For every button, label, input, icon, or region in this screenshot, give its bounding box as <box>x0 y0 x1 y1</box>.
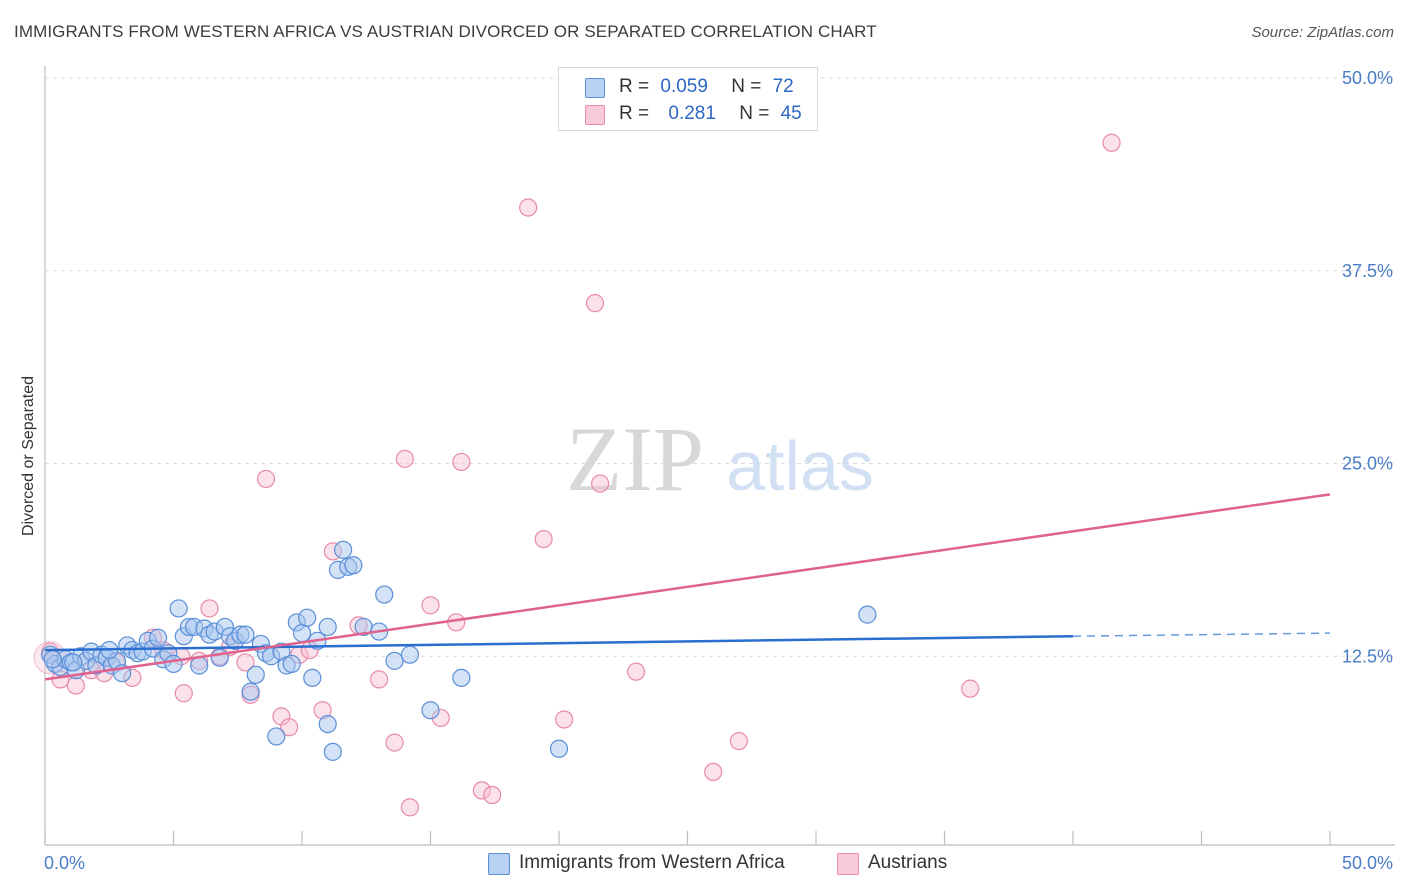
data-point-western-africa <box>344 556 363 575</box>
legend-n-value: 45 <box>780 103 802 124</box>
data-point-austrians <box>472 781 491 800</box>
data-point-austrians <box>236 653 255 672</box>
data-point-austrians <box>519 198 538 217</box>
data-point-western-africa <box>858 605 877 624</box>
x-tick-label: 50.0% <box>1342 853 1393 873</box>
tick-labels: 12.5% 25.0% 37.5% 50.0% 0.0% 50.0% <box>44 68 1393 873</box>
data-point-western-africa <box>292 624 312 643</box>
data-point-western-africa <box>148 628 168 647</box>
legend-n-label: N = <box>739 103 770 124</box>
data-point-austrians <box>370 670 389 689</box>
data-point-western-africa <box>385 651 404 670</box>
data-point-austrians <box>200 599 219 618</box>
trend-line-western-africa <box>44 634 1074 652</box>
watermark: ZIP atlas <box>566 408 874 510</box>
western-africa-points <box>41 540 877 761</box>
chart-title: IMMIGRANTS FROM WESTERN AFRICA VS AUSTRI… <box>14 22 877 41</box>
x-tick-label: 0.0% <box>44 853 85 873</box>
data-point-austrians <box>174 684 193 703</box>
axes <box>44 66 1395 846</box>
data-point-austrians <box>421 596 440 615</box>
data-point-western-africa <box>334 540 353 559</box>
data-point-western-africa <box>318 714 337 734</box>
austrians-points <box>33 133 1121 817</box>
legend-swatch-blue <box>585 78 605 98</box>
data-point-austrians <box>555 710 574 729</box>
data-point-austrians <box>704 762 723 782</box>
data-point-austrians <box>729 731 749 751</box>
data-point-austrians <box>395 449 414 468</box>
data-point-austrians <box>1102 133 1121 152</box>
trend-line-austrians <box>44 493 1331 681</box>
data-point-western-africa <box>282 654 301 674</box>
data-point-western-africa <box>64 653 83 672</box>
y-tick-label: 37.5% <box>1342 261 1393 281</box>
data-point-western-africa <box>210 648 229 667</box>
series-legend-label: Austrians <box>868 852 948 873</box>
data-point-western-africa <box>267 727 286 746</box>
correlation-legend: R = 0.059 N = 72 R = 0.281 N = 45 <box>558 67 818 131</box>
data-point-western-africa <box>190 656 209 675</box>
data-point-western-africa <box>303 668 322 687</box>
data-point-austrians <box>626 662 646 681</box>
watermark-zip: ZIP <box>566 408 704 510</box>
series-legend-label: Immigrants from Western Africa <box>519 852 785 873</box>
y-tick-label: 12.5% <box>1342 646 1393 666</box>
data-point-austrians <box>961 679 980 698</box>
data-point-western-africa <box>421 701 440 720</box>
data-point-western-africa <box>323 742 342 761</box>
legend-r-label: R = <box>619 76 650 97</box>
y-tick-label: 50.0% <box>1342 68 1393 88</box>
data-point-western-africa <box>400 645 420 664</box>
trend-lines <box>44 493 1331 681</box>
data-point-austrians <box>385 733 404 752</box>
data-point-austrians <box>400 798 420 817</box>
gridlines <box>45 77 1395 657</box>
data-point-western-africa <box>549 739 569 758</box>
legend-n-label: N = <box>731 76 762 97</box>
trend-line-western-africa-extension <box>1072 632 1331 637</box>
data-point-western-africa <box>375 585 394 604</box>
source-credit: Source: ZipAtlas.com <box>1251 24 1394 41</box>
legend-r-value: 0.281 <box>668 103 716 124</box>
legend-n-value: 72 <box>772 76 794 97</box>
data-point-austrians <box>483 785 502 805</box>
data-point-western-africa <box>241 682 260 701</box>
data-point-austrians <box>591 474 610 493</box>
series-legend: Immigrants from Western Africa Austrians <box>0 852 1406 880</box>
data-point-western-africa <box>318 617 337 637</box>
legend-swatch-pink <box>585 105 605 125</box>
data-point-austrians <box>256 469 276 489</box>
data-point-western-africa <box>169 599 188 618</box>
y-tick-label: 25.0% <box>1342 454 1393 474</box>
series-swatch-pink <box>837 853 859 875</box>
legend-r-value: 0.059 <box>660 76 708 97</box>
data-point-austrians <box>66 676 85 695</box>
y-axis-label: Divorced or Separated <box>20 376 37 536</box>
watermark-atlas: atlas <box>726 427 874 505</box>
data-point-western-africa <box>452 668 471 687</box>
legend-r-label: R = <box>619 103 650 124</box>
data-point-austrians <box>447 613 466 632</box>
data-point-western-africa <box>246 665 265 684</box>
data-point-austrians <box>585 294 605 313</box>
data-point-austrians <box>534 529 553 549</box>
data-point-western-africa <box>43 650 62 669</box>
data-point-western-africa <box>236 625 255 644</box>
data-point-western-africa <box>298 608 317 627</box>
data-point-western-africa <box>164 654 183 674</box>
series-swatch-blue <box>488 853 510 875</box>
data-point-austrians <box>280 718 299 737</box>
data-point-austrians <box>452 452 471 472</box>
